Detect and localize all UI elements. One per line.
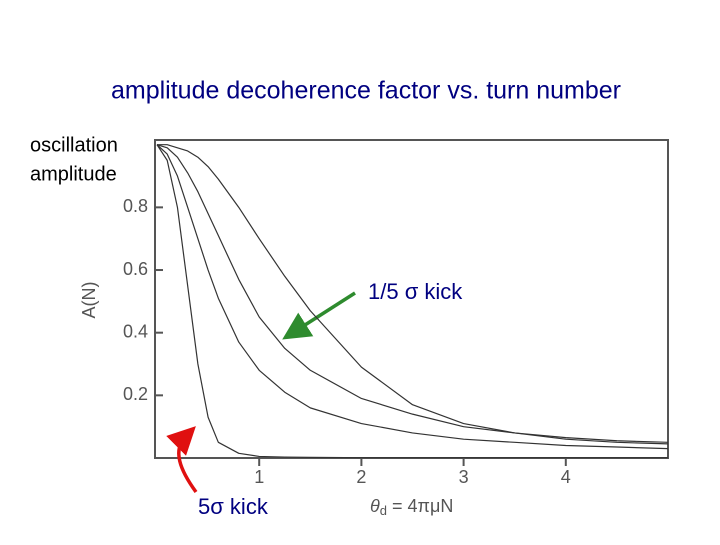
y-tick-label: 0.4 <box>123 321 148 341</box>
x-label-part: d <box>380 503 387 518</box>
annotation: 1/5 σ kick <box>368 279 463 304</box>
x-tick-label: 3 <box>459 467 469 487</box>
curve <box>156 144 669 450</box>
y-caption: oscillation <box>30 134 118 156</box>
y-tick-label: 0.2 <box>123 384 148 404</box>
annotation: 5σ kick <box>198 494 269 519</box>
y-caption: amplitude <box>30 163 117 185</box>
x-tick-label: 4 <box>561 467 571 487</box>
y-tick-label: 0.6 <box>123 259 148 279</box>
arrow <box>282 291 356 340</box>
x-axis-label: θd = 4πμN <box>370 496 453 519</box>
x-label-part: θ <box>370 496 380 516</box>
y-tick-label: 0.8 <box>123 196 148 216</box>
curve <box>156 144 668 459</box>
x-tick-label: 2 <box>356 467 366 487</box>
arrow <box>166 426 198 494</box>
x-label-part: = 4πμN <box>387 496 453 516</box>
curve <box>157 144 669 443</box>
y-axis-label: A(N) <box>79 282 99 319</box>
x-tick-label: 1 <box>254 467 264 487</box>
chart-title: amplitude decoherence factor vs. turn nu… <box>111 77 621 105</box>
